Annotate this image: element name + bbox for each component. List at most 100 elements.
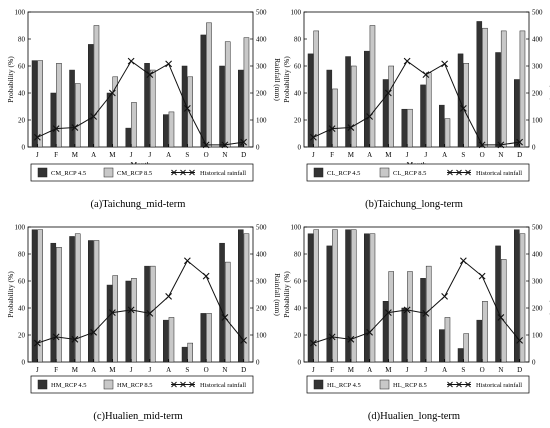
legend-label: HM_RCP 4.5 [51, 382, 87, 389]
y-tick-label: 80 [294, 251, 302, 259]
bar-rcp45 [364, 50, 370, 148]
rainfall-marker [384, 89, 392, 97]
x-tick-label: F [330, 366, 334, 374]
rainfall-marker [403, 57, 411, 65]
x-tick-label: A [367, 151, 372, 159]
x-tick-label: J [406, 151, 409, 159]
x-tick-label: N [498, 366, 503, 374]
rainfall-marker [328, 333, 336, 341]
bar-rcp45 [238, 229, 244, 363]
bar-rcp45 [401, 307, 408, 363]
bar-rcp85 [500, 259, 507, 363]
y-tick-label: 80 [294, 36, 302, 44]
rainfall-marker [146, 310, 154, 317]
y-tick-label: 0 [298, 359, 302, 367]
legend-label: Historical rainfall [476, 382, 522, 389]
legend-label: CM_RCP 4.5 [51, 170, 86, 177]
rainfall-marker [71, 335, 79, 343]
bar-rcp85 [407, 271, 413, 363]
bar-rcp85 [332, 88, 338, 148]
bar-rcp45 [181, 346, 188, 363]
bar-rcp85 [519, 233, 526, 363]
bar-rcp85 [74, 83, 81, 148]
bar-rcp85 [149, 69, 156, 148]
legend-label: Historical rainfall [200, 170, 246, 177]
y2-tick-label: 0 [256, 359, 260, 367]
bar-rcp85 [444, 317, 451, 363]
y2-tick-label: 200 [256, 90, 267, 98]
y2-tick-label: 100 [256, 117, 267, 125]
y2-tick-label: 400 [256, 36, 267, 44]
legend-marker [465, 169, 471, 176]
y-tick-label: 80 [18, 36, 26, 44]
plot-frame [27, 226, 254, 363]
x-tick-label: N [222, 366, 227, 374]
x-tick-label: D [241, 151, 246, 159]
y-axis-label: Probability (%) [6, 56, 15, 103]
rainfall-marker [71, 124, 79, 131]
bar-rcp45 [163, 114, 169, 148]
bar-rcp85 [388, 271, 394, 363]
bar-rcp45 [144, 63, 150, 148]
legend-swatch-rcp45 [37, 379, 48, 390]
y2-tick-label: 100 [256, 332, 267, 340]
bar-rcp45 [401, 108, 408, 148]
bar-rcp85 [206, 22, 212, 148]
rainfall-marker [52, 125, 60, 133]
rainfall-marker [33, 133, 41, 141]
rainfall-marker [497, 141, 505, 149]
x-tick-label: A [442, 151, 447, 159]
bar-rcp85 [224, 261, 231, 363]
x-tick-label: J [130, 366, 133, 374]
bar-rcp45 [200, 313, 207, 363]
x-tick-label: A [91, 151, 96, 159]
legend-label: CL_RCP 4.5 [327, 170, 360, 177]
y-tick-label: 0 [298, 144, 302, 152]
bar-rcp45 [125, 127, 132, 148]
bar-rcp45 [495, 245, 501, 363]
rainfall-marker [127, 306, 135, 314]
bar-rcp85 [37, 229, 43, 363]
bar-rcp45 [31, 60, 38, 148]
legend-box [30, 375, 254, 394]
x-tick-label: S [185, 366, 189, 374]
panel-caption: (c)Hualien_mid-term [93, 411, 182, 422]
rainfall-marker [516, 337, 524, 344]
x-tick-label: N [498, 151, 503, 159]
y-tick-label: 60 [18, 63, 26, 71]
bar-rcp85 [482, 27, 488, 148]
y2-tick-label: 200 [256, 305, 267, 313]
legend-marker [189, 169, 195, 176]
bar-rcp85 [350, 229, 357, 363]
x-tick-label: F [330, 151, 334, 159]
plot-frame [303, 11, 530, 148]
legend-box [306, 163, 530, 182]
bar-rcp45 [200, 34, 207, 148]
bar-rcp85 [243, 233, 250, 363]
bar-rcp45 [219, 242, 225, 363]
rainfall-line [37, 259, 245, 344]
rainfall-marker [183, 257, 191, 265]
x-tick-label: O [480, 366, 485, 374]
bar-rcp45 [345, 56, 351, 148]
bar-rcp45 [106, 284, 113, 363]
rainfall-marker [384, 309, 392, 316]
rainfall-marker [422, 71, 430, 79]
x-tick-label: J [312, 151, 315, 159]
bar-rcp85 [407, 108, 413, 148]
rainfall-marker [309, 339, 317, 347]
legend-swatch-rcp85 [379, 167, 390, 178]
rainfall-marker [108, 89, 116, 97]
x-tick-label: M [385, 366, 392, 374]
chart-panel: 0 20 40 60 80 100 0 100 200 300 400 500 Probability … [6, 9, 282, 211]
bar-rcp45 [495, 52, 501, 148]
bar-rcp45 [106, 92, 113, 148]
rainfall-marker [478, 141, 486, 149]
bar-rcp85 [74, 233, 81, 363]
legend-marker [180, 169, 186, 176]
rainfall-marker [127, 57, 135, 65]
y2-tick-label: 300 [256, 278, 267, 286]
y-tick-label: 40 [294, 90, 302, 98]
bar-rcp85 [388, 65, 394, 148]
legend-swatch-rcp85 [103, 167, 114, 178]
